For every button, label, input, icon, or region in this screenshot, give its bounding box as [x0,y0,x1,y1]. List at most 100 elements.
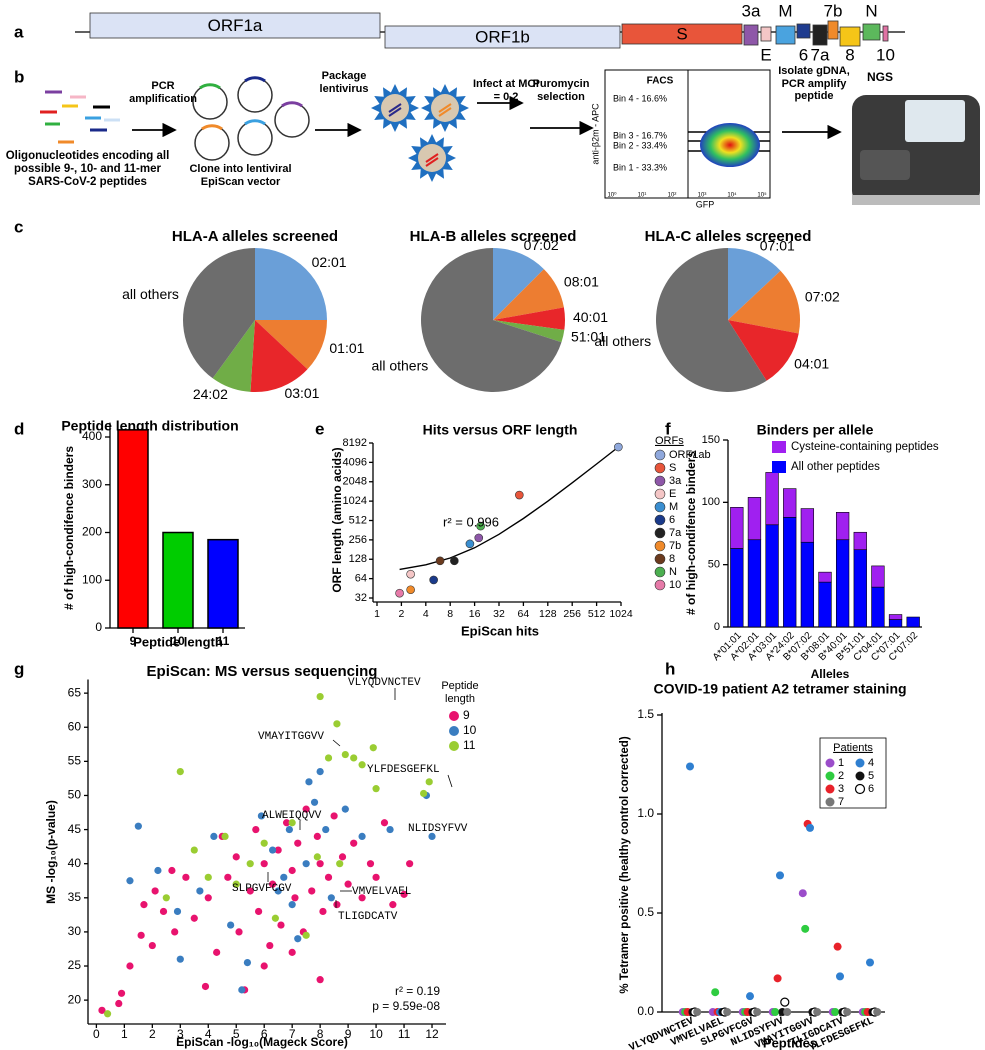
step-text-box: Isolate gDNA, PCR amplify peptide [778,65,850,102]
legend-marker [855,771,865,781]
point [465,539,475,549]
legend-label: 7 [838,796,844,808]
point [117,989,126,997]
point [406,585,415,595]
gene-box [862,23,881,41]
point [723,1008,732,1016]
legend-marker [855,758,865,768]
x-tick-label: 32 [493,608,505,620]
step-text: Clone into lentiviral EpiScan vector [189,163,292,188]
facs-y-label: anti-β2m - APC [590,103,600,165]
gene-box [621,23,743,45]
legend-label: 6 [669,514,675,526]
virus-rna [438,103,452,113]
bar [207,538,239,629]
virus-rna [425,157,439,167]
point [420,789,428,798]
point [406,569,415,579]
y-tick-label: 100 [82,572,102,586]
legend-swatch [772,441,786,453]
point [294,839,302,847]
y-tick-label: 100 [702,496,720,508]
gene-box [775,25,796,45]
virus-rna [425,153,439,163]
y-tick-label: 60 [68,719,82,733]
chart-title: EpiScan: MS versus sequencing [147,663,378,680]
point [341,750,349,759]
point [213,948,221,956]
pie-label: 02:01 [312,254,347,270]
point [271,914,279,922]
point [115,999,123,1008]
bar [117,429,149,629]
facs-bin: Bin 4 - 16.6% [613,93,667,103]
point [173,907,182,916]
x-tick-label: 16 [469,608,481,620]
point-annotation: VLYQDVNCTEV [348,677,421,689]
point [833,942,842,951]
bar-segment [835,539,850,628]
point [176,767,184,776]
point [190,846,198,854]
x-axis-label: Peptides [763,1035,817,1050]
point [255,907,263,916]
point [406,860,414,868]
point [201,982,210,991]
x-axis-label: Peptide length [133,634,223,649]
point [806,823,814,832]
point [246,860,254,868]
legend-marker [654,488,666,500]
legend-marker [449,726,459,736]
y-tick-label: 0 [714,621,720,633]
bar-segment [818,581,832,628]
chart-title: Peptide length distribution [61,418,238,434]
pie-label: 24:02 [193,386,228,402]
x-tick-label: 0 [93,1027,100,1041]
point-annotation: YLFDESGEFKL [367,764,440,776]
gene-box [743,24,759,46]
x-tick-label: 4 [205,1027,212,1041]
point [232,880,240,888]
point [344,880,352,888]
point [831,1008,840,1016]
y-tick-label: 0 [95,620,102,634]
step-text-box: Oligonucleotides encoding all possible 9… [5,150,170,189]
facs-title: FACS [647,76,674,87]
gene-label: 7b [824,1,843,20]
step-text: Oligonucleotides encoding all possible 9… [5,150,170,189]
point [372,873,380,881]
point [386,825,394,834]
point [168,866,176,875]
point [288,901,296,909]
x-tick-label: 64 [518,608,530,620]
pie-slice [493,320,565,343]
y-tick-label: 512 [349,514,367,526]
gene-box [812,24,828,46]
x-tick-label: 128 [539,608,557,620]
legend-label: 4 [868,757,874,769]
point [260,839,268,847]
gene-box [882,25,889,42]
step-text: PCR amplification [129,80,197,105]
legend-label: 6 [868,783,874,795]
point [358,832,366,841]
legend-label: 9 [463,708,470,722]
pie-label: all others [371,358,428,374]
legend-label: 10 [669,579,681,591]
point [474,533,484,543]
point [836,972,844,981]
point [358,894,366,902]
gene-label: S [676,24,687,43]
x-axis-label: Alleles [811,667,850,681]
x-tick-label: 8 [447,608,453,620]
point [753,1008,762,1016]
legend-label: ORF1ab [669,449,711,461]
ngs-machine [852,95,980,205]
point [780,997,790,1007]
x-tick-label: 2 [398,608,404,620]
point [515,490,524,500]
y-tick-label: 300 [82,477,102,491]
point [221,832,229,841]
chart-title: Hits versus ORF length [423,422,578,438]
pie-slice [255,248,327,320]
